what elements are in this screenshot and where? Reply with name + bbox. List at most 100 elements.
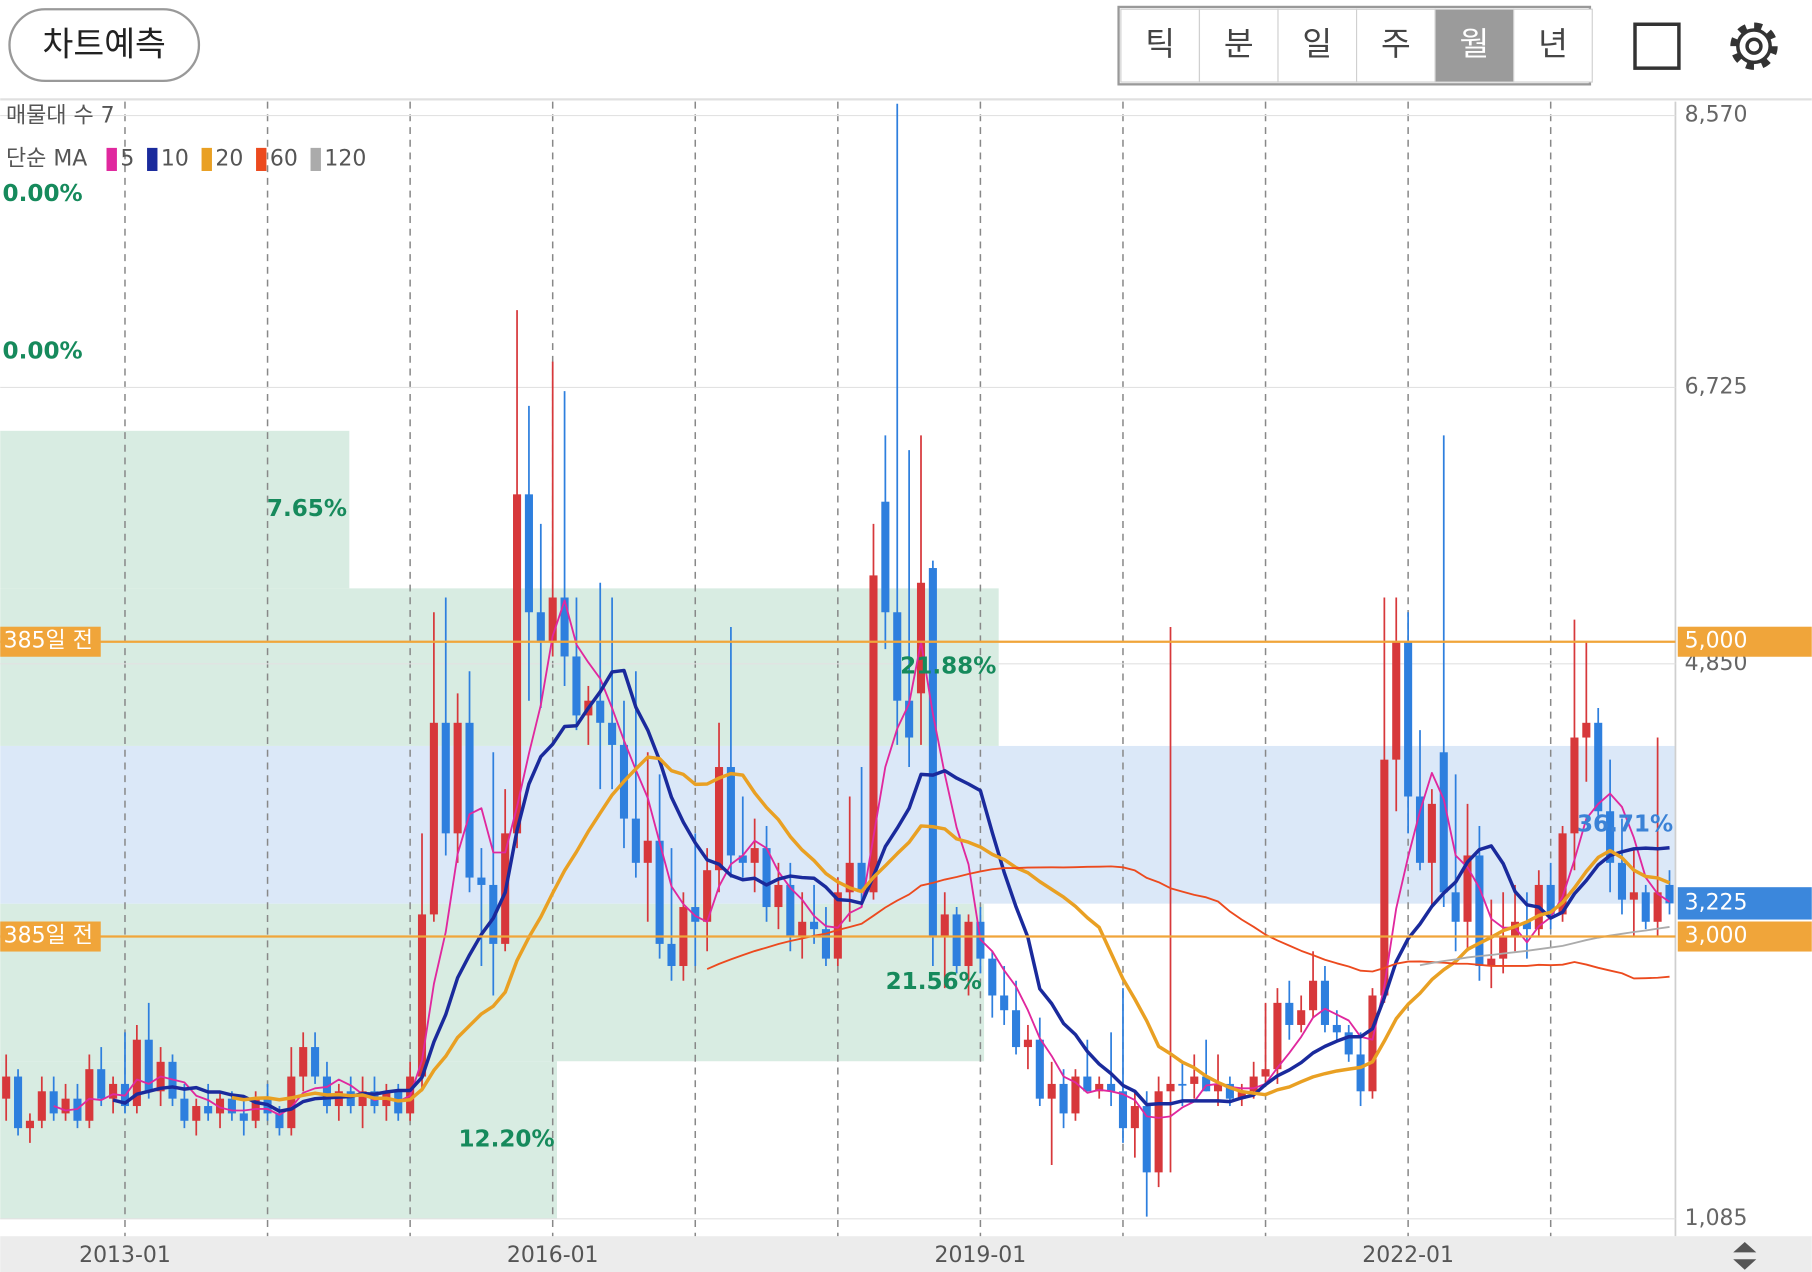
candle-body bbox=[1178, 1083, 1187, 1086]
candle-body bbox=[608, 722, 617, 745]
candle-body bbox=[275, 1113, 284, 1129]
candle-body bbox=[1368, 995, 1377, 1092]
sort-icon[interactable] bbox=[1733, 1241, 1757, 1270]
volume-profile-label: 21.88% bbox=[900, 654, 996, 680]
period-label: 주 bbox=[1381, 25, 1411, 63]
candle-body bbox=[1012, 1010, 1021, 1048]
candle-body bbox=[311, 1047, 320, 1077]
candle-body bbox=[1451, 892, 1460, 922]
ma-line bbox=[231, 755, 1671, 1103]
candle-body bbox=[1213, 1083, 1223, 1092]
candle-body bbox=[14, 1076, 23, 1129]
candle-body bbox=[1404, 641, 1413, 797]
candle-body bbox=[322, 1076, 331, 1107]
price-line-label: 3,000 bbox=[1685, 924, 1748, 949]
candle-body bbox=[596, 700, 605, 723]
candle-body bbox=[1237, 1091, 1246, 1099]
candle-body bbox=[1142, 1106, 1151, 1173]
candle-body bbox=[1332, 1024, 1341, 1033]
candle-body bbox=[821, 929, 830, 959]
candle-body bbox=[1023, 1039, 1032, 1048]
period-button[interactable] bbox=[1513, 8, 1593, 83]
candle-body bbox=[2, 1076, 11, 1099]
ma-line bbox=[53, 599, 1671, 1119]
candle-body bbox=[1320, 980, 1329, 1025]
candle-body bbox=[1261, 1069, 1270, 1077]
x-tick-label: 2016-01 bbox=[507, 1243, 599, 1268]
ma-swatch bbox=[310, 147, 321, 171]
candle-body bbox=[1059, 1083, 1068, 1114]
candle-body bbox=[1273, 1002, 1282, 1070]
candle-body bbox=[810, 921, 819, 930]
candle-body bbox=[1499, 936, 1508, 959]
ma-period: 5 bbox=[120, 146, 134, 171]
candle-body bbox=[465, 722, 474, 878]
ma-swatch bbox=[106, 147, 117, 171]
candle-body bbox=[1095, 1083, 1104, 1092]
price-line-note: 385일 전 bbox=[4, 924, 93, 949]
candle-body bbox=[1558, 833, 1567, 915]
candle-body bbox=[1285, 1002, 1294, 1025]
ma-period: 20 bbox=[215, 146, 243, 171]
volume-profile-label: 7.65% bbox=[267, 496, 347, 522]
x-axis-band bbox=[0, 1236, 1812, 1272]
candle-body bbox=[905, 700, 914, 738]
candle-body bbox=[572, 656, 581, 716]
ma-period: 10 bbox=[161, 146, 189, 171]
candle-body bbox=[869, 575, 878, 893]
price-line-badge bbox=[1677, 921, 1812, 952]
candle-body bbox=[429, 722, 438, 915]
candle-body bbox=[1415, 796, 1425, 863]
ma-period: 60 bbox=[270, 146, 298, 171]
candle-body bbox=[1463, 855, 1472, 922]
volume-profile-bar bbox=[0, 430, 350, 589]
candle-body bbox=[132, 1039, 141, 1107]
candle-body bbox=[85, 1069, 94, 1121]
overlays: 12.20% 21.56% 36.71% 21.88% 7.65% 0.00% 0.00% 3… bbox=[0, 181, 1812, 1153]
candle-body bbox=[97, 1069, 106, 1099]
candle-body bbox=[215, 1098, 225, 1114]
candle-body bbox=[1380, 759, 1389, 996]
period-button[interactable] bbox=[1120, 8, 1201, 83]
candle-body bbox=[1344, 1032, 1353, 1055]
candle-body bbox=[714, 767, 724, 871]
candle-body bbox=[750, 848, 759, 863]
candle-body bbox=[738, 855, 747, 863]
price-line-note-badge bbox=[0, 626, 101, 657]
candle-body bbox=[239, 1113, 248, 1121]
gear-body bbox=[1736, 28, 1772, 65]
candle-body bbox=[1107, 1083, 1116, 1092]
x-tick-label: 2013-01 bbox=[79, 1243, 171, 1268]
candle-body bbox=[1617, 862, 1627, 900]
candle-body bbox=[1071, 1076, 1080, 1114]
period-button[interactable] bbox=[1355, 8, 1436, 83]
predict-button-label: 차트예측 bbox=[43, 25, 166, 64]
candle-body bbox=[1035, 1039, 1044, 1099]
candle-body bbox=[1297, 1010, 1306, 1025]
candle-body bbox=[893, 612, 902, 701]
candle-body bbox=[1487, 958, 1496, 967]
period-label: 년 bbox=[1538, 25, 1568, 63]
candles bbox=[2, 103, 1674, 1217]
candle-body bbox=[524, 494, 533, 613]
candle-body bbox=[1083, 1076, 1092, 1092]
candle-body bbox=[109, 1083, 118, 1099]
volume-profile-label: 0.00% bbox=[3, 181, 83, 207]
gear-hole bbox=[1745, 37, 1763, 55]
candle-body bbox=[1202, 1076, 1211, 1092]
settings-icon[interactable] bbox=[1730, 22, 1778, 70]
volume-profile-label: 21.56% bbox=[886, 969, 982, 995]
candle-body bbox=[25, 1120, 34, 1129]
candle-body bbox=[1309, 980, 1318, 1011]
candle-body bbox=[204, 1106, 213, 1114]
period-button[interactable] bbox=[1434, 8, 1515, 83]
candle-body bbox=[1629, 892, 1638, 900]
candle-body bbox=[192, 1106, 201, 1121]
predict-button[interactable] bbox=[8, 8, 201, 83]
fullscreen-icon[interactable] bbox=[1633, 22, 1681, 70]
period-button[interactable] bbox=[1277, 8, 1358, 83]
ma-swatch bbox=[256, 147, 267, 171]
candle-body bbox=[1570, 737, 1579, 834]
candle-body bbox=[453, 722, 462, 834]
